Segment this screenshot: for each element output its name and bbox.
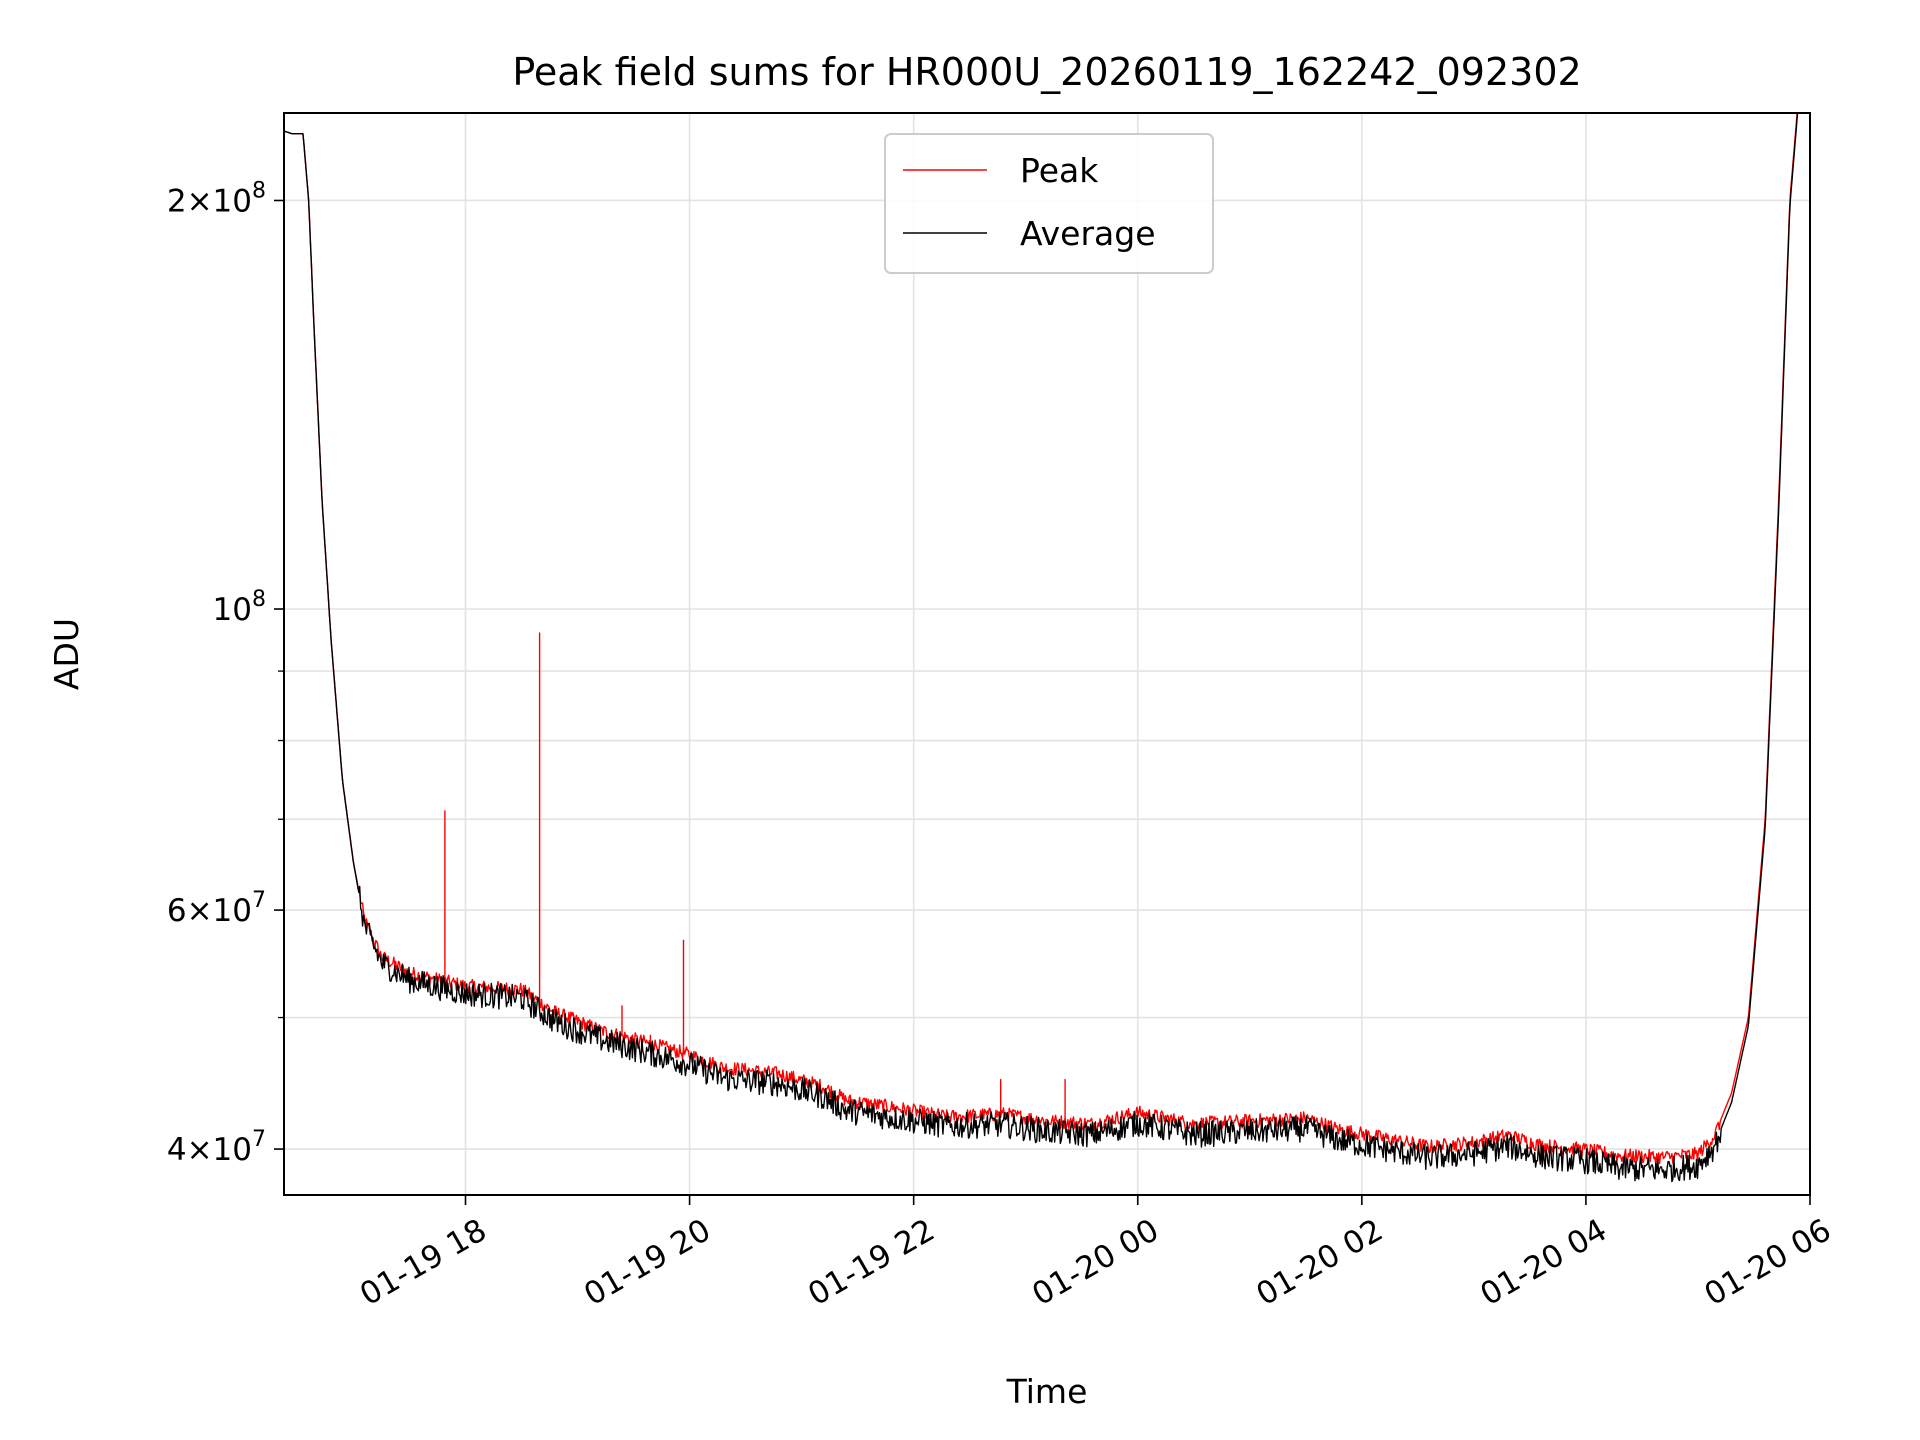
legend-average-label: Average [1020,214,1156,253]
y-tick-label: 108 [213,587,266,628]
legend-box [884,133,1214,274]
y-axis: 4×107 6×107 108 2×108 [167,178,284,1168]
y-tick-label: 4×107 [167,1127,266,1168]
y-tick-label: 6×107 [167,888,266,929]
y-axis-label: ADU [47,618,86,690]
series-line-average [284,113,1799,1183]
chart-title: Peak field sums for HR000U_20260119_1622… [512,50,1581,94]
legend-peak-label: Peak [1020,151,1099,190]
plot-area [284,113,1799,1183]
x-axis-label: Time [1006,1372,1088,1411]
legend: Peak Average [884,133,1214,274]
y-tick-label: 2×108 [167,178,266,219]
axes-frame [283,112,1811,1196]
